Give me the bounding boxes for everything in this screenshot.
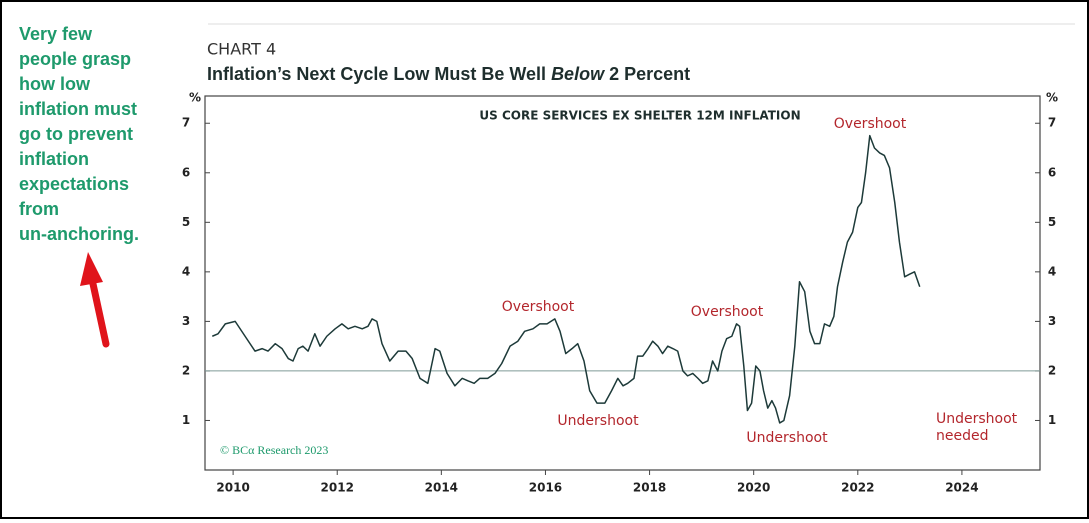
title-part: Below [551,64,605,84]
y2-tick-label: 1 [1048,413,1056,427]
y2-tick-label: 7 [1048,116,1056,130]
x-tick-label: 2016 [529,481,562,495]
arrow-head [80,252,103,286]
annotation: Undershoot [746,430,828,446]
sidebar-line: Very few [19,24,93,44]
chart-label: CHART 4 [207,40,276,59]
series-label: US CORE SERVICES EX SHELTER 12M INFLATIO… [479,109,800,123]
title-part: Inflation’s Next Cycle Low Must Be Well [207,64,551,84]
x-tick-label: 2014 [425,481,458,495]
y2-tick-label: 6 [1048,165,1056,179]
y-tick-label: 6 [182,165,190,179]
plot-area [204,95,1041,471]
x-tick-label: 2024 [945,481,978,495]
y-tick-label: 4 [182,264,190,278]
annotation: Undershoot [557,413,639,429]
sidebar-line: inflation [19,149,89,169]
y2-tick-label: 5 [1048,215,1056,229]
annotation: Overshoot [834,116,907,132]
y2-tick-label: 2 [1048,363,1056,377]
chart-title: Inflation’s Next Cycle Low Must Be Well … [207,64,690,84]
y2-label: % [1046,91,1058,105]
sidebar-line: how low [19,74,91,94]
source: © BCα Research 2023 [220,443,328,457]
sidebar-line: from [19,199,59,219]
x-tick-label: 2018 [633,481,666,495]
y-tick-label: 5 [182,215,190,229]
y2-tick-label: 3 [1048,314,1056,328]
y-tick-label: 3 [182,314,190,328]
sidebar-line: expectations [19,174,129,194]
y-tick-label: 7 [182,116,190,130]
x-tick-label: 2012 [321,481,354,495]
annotation: Overshoot [691,304,764,320]
title-part: 2 Percent [604,64,690,84]
y2-tick-label: 4 [1048,264,1056,278]
sidebar-line: people grasp [19,49,131,69]
y-tick-label: 1 [182,413,190,427]
y-tick-label: 2 [182,363,190,377]
annotation: needed [936,428,989,444]
annotation: Undershoot [936,411,1018,427]
x-tick-label: 2020 [737,481,770,495]
series-line [211,134,921,424]
x-tick-label: 2010 [216,481,249,495]
annotation: Overshoot [502,299,575,315]
sidebar-line: go to prevent [19,124,133,144]
x-tick-label: 2022 [841,481,874,495]
sidebar-line: inflation must [19,99,137,119]
sidebar-line: un-anchoring. [19,224,139,244]
y-label: % [189,91,201,105]
